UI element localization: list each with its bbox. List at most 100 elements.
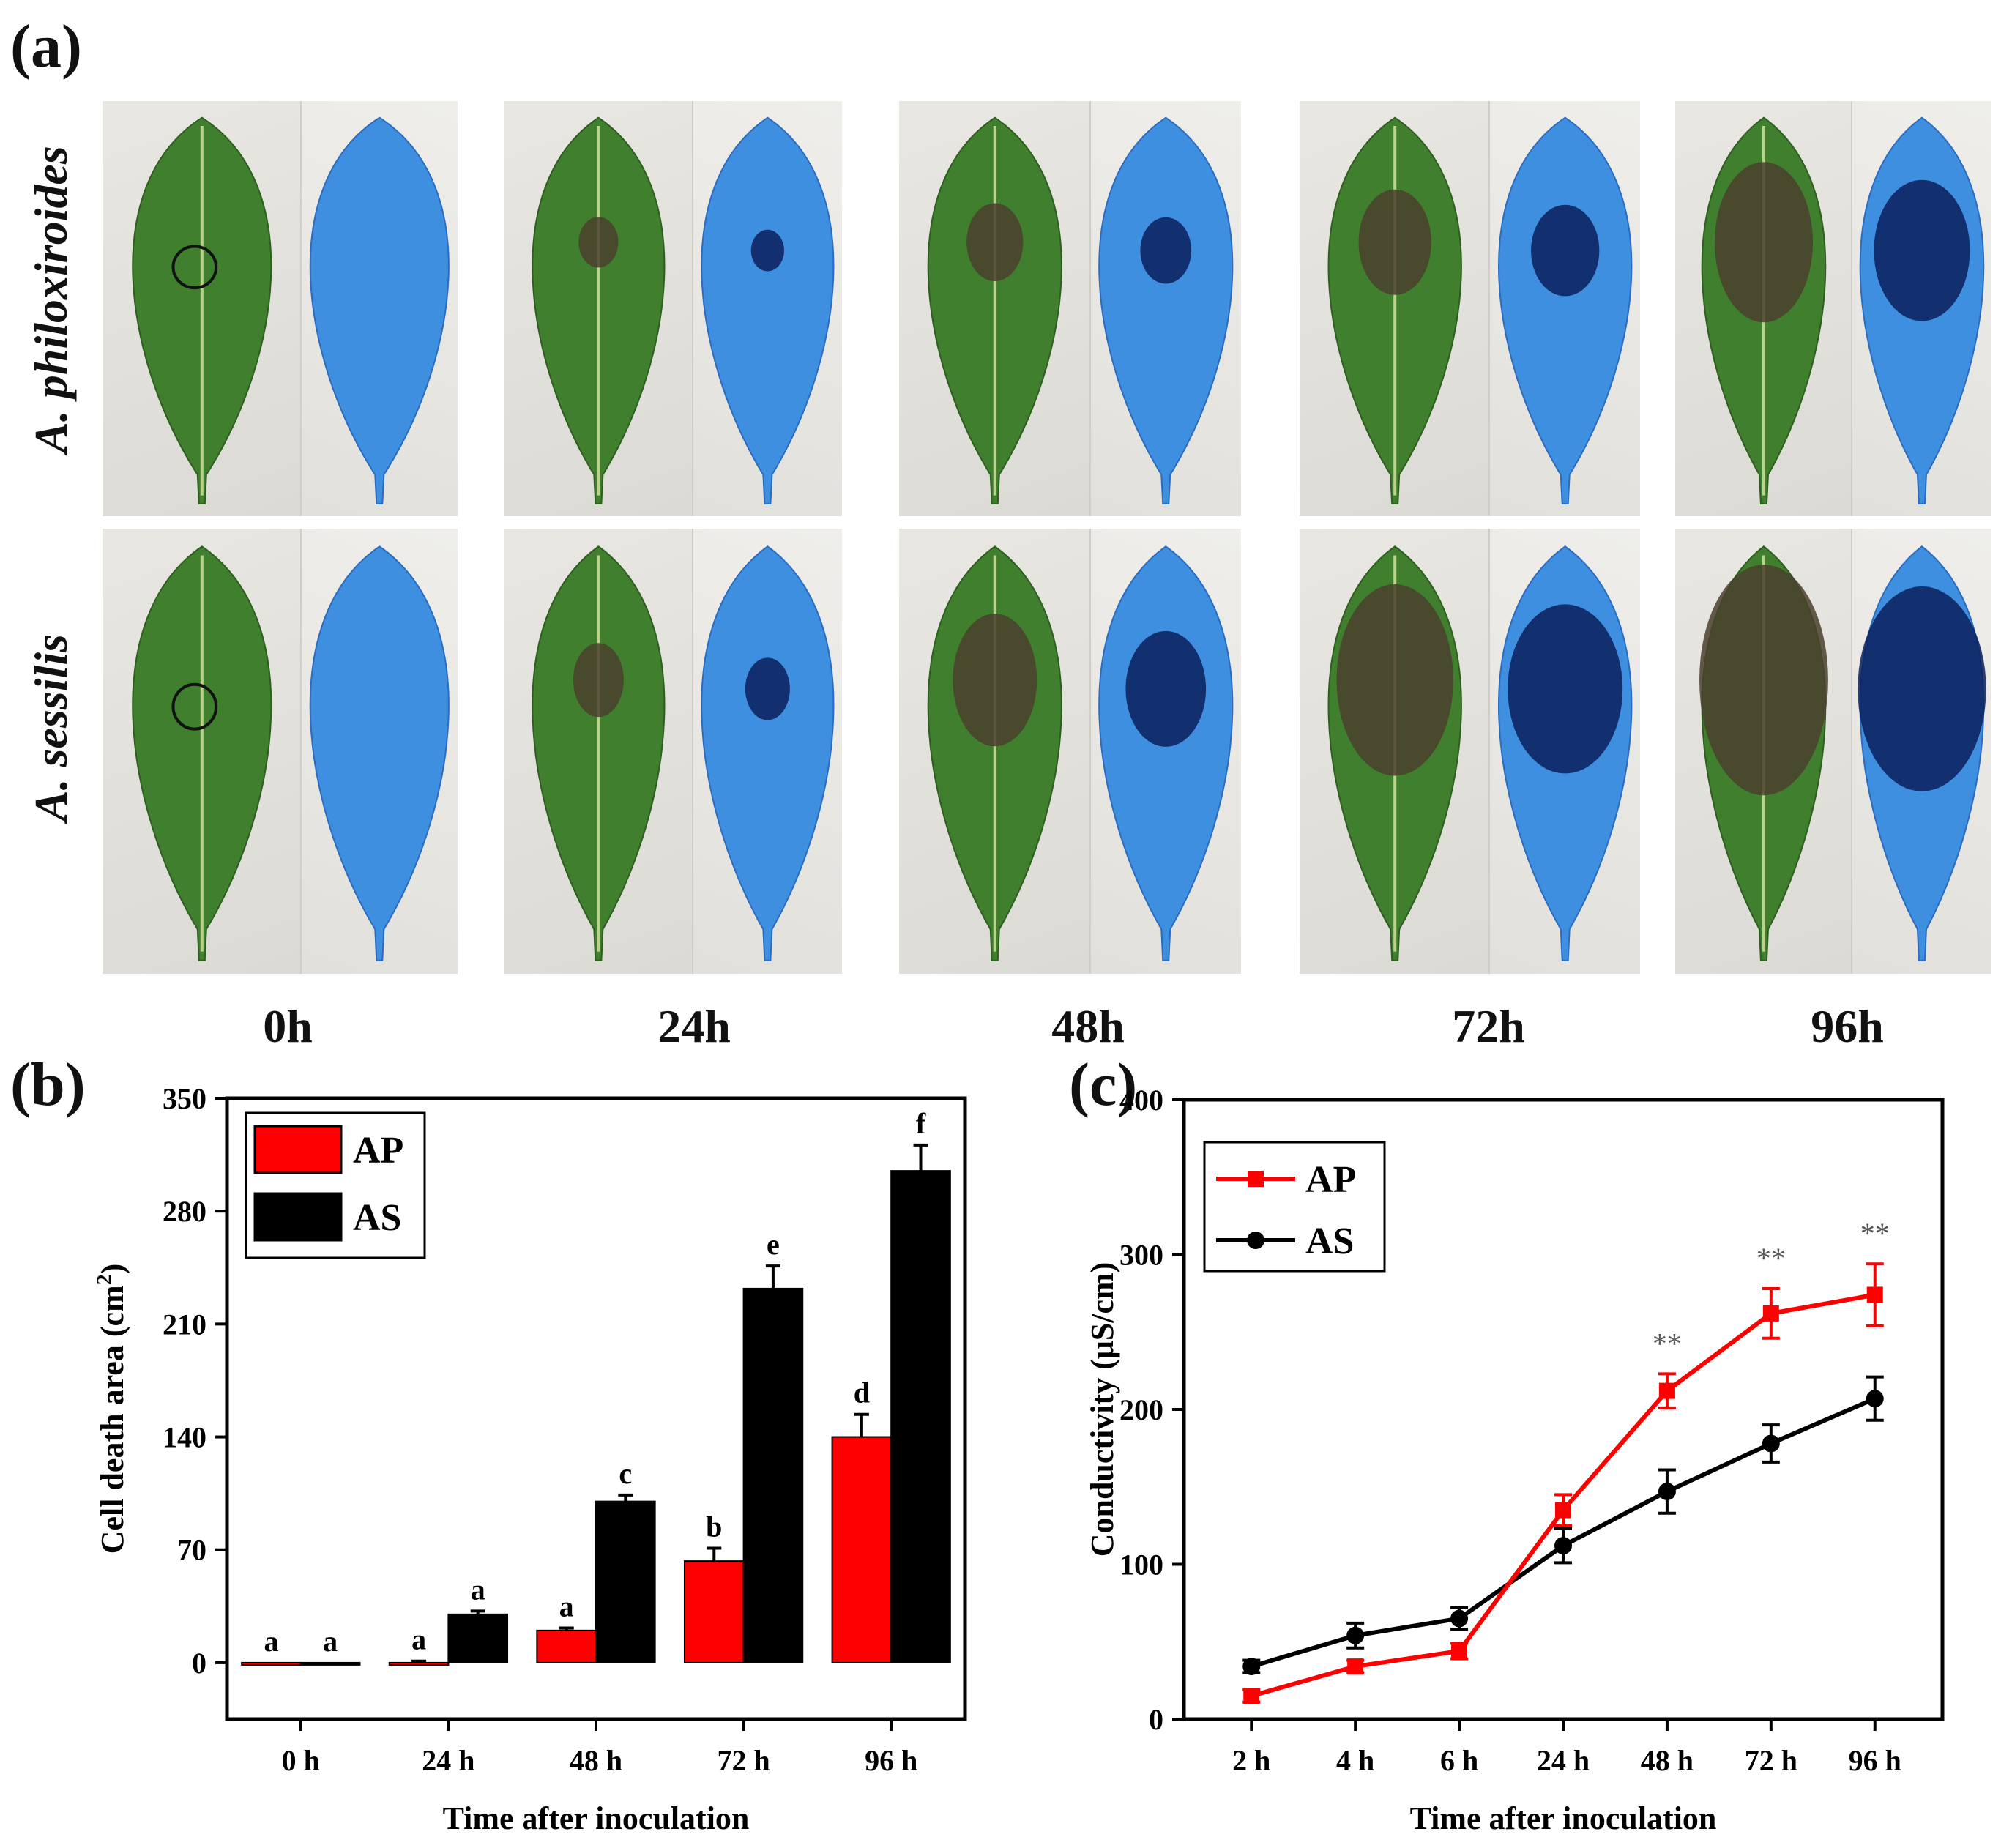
legend-label-AP: AP bbox=[353, 1130, 403, 1171]
legend: AP AS bbox=[245, 1111, 426, 1259]
stain-lesion bbox=[1858, 586, 1986, 791]
legend-label-AS: AS bbox=[353, 1197, 401, 1239]
time-label-72h: 72h bbox=[1452, 1000, 1525, 1052]
bar-AP-72h bbox=[683, 1560, 745, 1663]
bar-AP-96h bbox=[831, 1436, 893, 1663]
significance-letter: a bbox=[264, 1625, 278, 1658]
significance-stars: ** bbox=[1653, 1327, 1682, 1360]
x-axis-label: Time after inoculation bbox=[443, 1800, 750, 1836]
data-point-AS bbox=[1346, 1626, 1365, 1644]
leaf-lesion bbox=[1699, 565, 1828, 796]
leaf-drawing bbox=[1699, 545, 1986, 961]
stain-lesion bbox=[1125, 630, 1207, 747]
y-tick-label: 0 bbox=[1149, 1703, 1163, 1736]
inoculation-mark bbox=[171, 245, 218, 290]
data-point-AP bbox=[1658, 1382, 1675, 1399]
significance-letter: a bbox=[411, 1623, 426, 1656]
y-tick-label: 300 bbox=[1119, 1239, 1163, 1272]
leaf-photo-philoxiroides-24h bbox=[504, 101, 842, 516]
bar-AS-0h bbox=[299, 1661, 361, 1666]
panel-b-label: (b) bbox=[10, 1051, 86, 1119]
significance-letter: a bbox=[323, 1625, 338, 1658]
y-tick-label: 210 bbox=[163, 1308, 206, 1341]
x-tick-label: 24 h bbox=[422, 1744, 474, 1777]
stained-leaf bbox=[701, 116, 835, 504]
leaf-drawing bbox=[132, 545, 450, 961]
stain-lesion bbox=[1508, 604, 1623, 774]
leaf-drawing bbox=[132, 116, 450, 504]
significance-letter: e bbox=[767, 1228, 780, 1261]
stain-lesion bbox=[1874, 179, 1970, 321]
data-point-AS bbox=[1242, 1658, 1261, 1676]
x-tick-label: 2 h bbox=[1232, 1744, 1270, 1777]
stained-leaf bbox=[1098, 116, 1234, 504]
legend-marker-AP bbox=[1248, 1171, 1264, 1187]
significance-letter: d bbox=[854, 1376, 870, 1409]
data-point-AP bbox=[1555, 1502, 1571, 1519]
leaf-lesion bbox=[1358, 189, 1431, 295]
leaf-photo-philoxiroides-48h bbox=[899, 101, 1241, 516]
y-axis-label: Cell death area (cm2) bbox=[92, 1264, 131, 1554]
bar-AS-72h bbox=[742, 1287, 804, 1663]
bar-AS-96h bbox=[890, 1170, 951, 1663]
leaf-lesion bbox=[966, 203, 1024, 282]
legend-swatch-AP bbox=[253, 1125, 343, 1174]
leaf-drawing bbox=[1701, 116, 1985, 504]
significance-letter: f bbox=[916, 1107, 926, 1140]
data-point-AS bbox=[1866, 1390, 1884, 1408]
y-tick-label: 0 bbox=[192, 1647, 206, 1680]
data-point-AP bbox=[1451, 1642, 1468, 1659]
x-axis-label: Time after inoculation bbox=[1410, 1800, 1717, 1836]
leaf-drawing bbox=[532, 116, 835, 504]
x-tick-label: 48 h bbox=[570, 1744, 622, 1777]
leaf-drawing bbox=[532, 545, 835, 961]
leaf-drawing bbox=[927, 545, 1234, 961]
panel-a-label: (a) bbox=[10, 12, 82, 81]
x-tick-label: 24 h bbox=[1537, 1744, 1590, 1777]
y-tick-label: 350 bbox=[163, 1082, 206, 1115]
leaf-drawing bbox=[927, 116, 1234, 504]
leaf-photo-philoxiroides-96h bbox=[1675, 101, 1991, 516]
leaf-photo-sessilis-72h bbox=[1300, 529, 1640, 974]
data-point-AP bbox=[1762, 1305, 1779, 1322]
stain-lesion bbox=[745, 657, 790, 720]
stained-leaf bbox=[309, 116, 450, 504]
time-label-0h: 0h bbox=[263, 1000, 313, 1052]
bar-AS-48h bbox=[595, 1500, 656, 1663]
significance-letter: a bbox=[559, 1590, 574, 1623]
leaf-photo-philoxiroides-72h bbox=[1300, 101, 1640, 516]
conductivity-line-chart: 0 100 200 300 400 2 h 4 h 6 h 24 h 48 h 72 h 96 h **… bbox=[1084, 1084, 1945, 1836]
y-tick-label: 70 bbox=[177, 1534, 206, 1567]
legend-label-AP: AP bbox=[1305, 1159, 1356, 1201]
bar-AS-24h bbox=[447, 1613, 509, 1663]
y-tick-label: 400 bbox=[1119, 1084, 1163, 1117]
leaf-photo-sessilis-24h bbox=[504, 529, 842, 974]
significance-letter: c bbox=[619, 1457, 632, 1490]
row-label-sessilis: A. sessilis bbox=[25, 633, 77, 822]
x-tick-label: 48 h bbox=[1641, 1744, 1694, 1777]
data-point-AS bbox=[1554, 1537, 1572, 1555]
significance-letter: b bbox=[706, 1510, 722, 1543]
y-tick-label: 140 bbox=[163, 1421, 206, 1454]
stained-leaf bbox=[701, 545, 835, 961]
leaf-lesion bbox=[573, 643, 624, 718]
stained-leaf bbox=[1098, 545, 1234, 961]
leaf-photo-sessilis-96h bbox=[1675, 529, 1991, 974]
leaf-drawing bbox=[1327, 545, 1633, 961]
cell-death-bar-chart: 0 70 140 210 280 350 0 h a a 24 h a a 48 h a c 72 h b e 96… bbox=[92, 1082, 967, 1836]
time-label-48h: 48h bbox=[1051, 1000, 1125, 1052]
bar-AP-48h bbox=[536, 1629, 597, 1663]
data-point-AP bbox=[1866, 1286, 1883, 1303]
stained-leaf bbox=[1498, 116, 1633, 504]
leaf-lesion bbox=[1714, 162, 1814, 323]
inoculation-mark bbox=[171, 682, 218, 731]
x-tick-label: 96 h bbox=[1849, 1744, 1901, 1777]
significance-letter: a bbox=[471, 1573, 485, 1606]
y-axis-label: Conductivity (μS/cm) bbox=[1084, 1262, 1120, 1557]
bar-AP-24h bbox=[388, 1661, 450, 1666]
legend-label-AS: AS bbox=[1305, 1221, 1354, 1262]
x-tick-label: 4 h bbox=[1336, 1744, 1374, 1777]
data-point-AP bbox=[1347, 1658, 1364, 1675]
leaf-lesion bbox=[578, 217, 619, 268]
legend-swatch-AS bbox=[253, 1192, 343, 1242]
